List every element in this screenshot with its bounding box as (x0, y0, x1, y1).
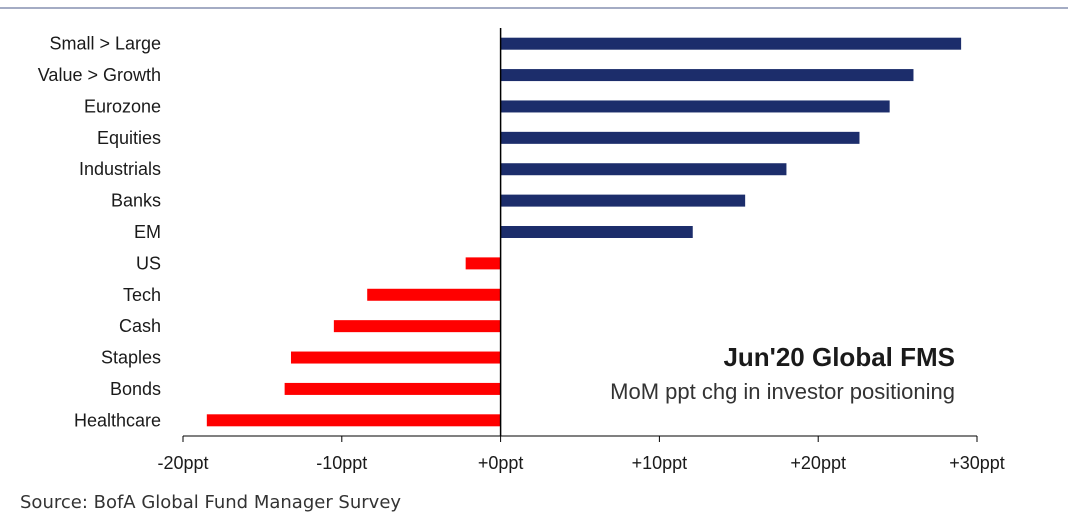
category-labels: Small > Large Value > Growth Eurozone Equit… (38, 34, 161, 431)
x-ticks: -20ppt -10ppt +0ppt +10ppt +20ppt +30ppt (157, 436, 1005, 473)
category-label: Bonds (110, 379, 161, 399)
bar-6 (500, 226, 693, 238)
bar-7 (465, 257, 501, 270)
category-label: EM (134, 222, 161, 242)
bar-0 (500, 37, 962, 50)
category-label: Equities (97, 128, 161, 148)
bar-9 (333, 320, 501, 333)
category-label: Small > Large (49, 34, 161, 54)
x-tick-label: +0ppt (478, 453, 524, 473)
category-label: Industrials (79, 159, 161, 179)
bar-11 (284, 382, 501, 395)
x-tick-label: +30ppt (949, 453, 1005, 473)
bar-12 (206, 414, 501, 427)
bar-10 (290, 351, 501, 364)
category-label: Staples (101, 348, 161, 368)
category-label: Value > Growth (38, 65, 161, 85)
bars-group (206, 37, 962, 427)
chart-subtitle: MoM ppt chg in investor positioning (610, 379, 955, 404)
bar-1 (500, 69, 914, 82)
x-tick-label: +10ppt (632, 453, 688, 473)
bar-5 (500, 194, 746, 207)
category-label: Banks (111, 191, 161, 211)
category-label: Healthcare (74, 410, 161, 430)
bar-8 (367, 288, 501, 301)
category-label: US (136, 253, 161, 273)
chart-title: Jun'20 Global FMS (723, 342, 955, 372)
category-label: Eurozone (84, 96, 161, 116)
x-tick-label: -20ppt (157, 453, 208, 473)
category-label: Cash (119, 316, 161, 336)
x-tick-label: +20ppt (790, 453, 846, 473)
bar-2 (500, 100, 890, 113)
bar-4 (500, 163, 787, 176)
x-tick-label: -10ppt (316, 453, 367, 473)
source-note: Source: BofA Global Fund Manager Survey (20, 492, 402, 513)
category-label: Tech (123, 285, 161, 305)
bar-3 (500, 131, 860, 144)
